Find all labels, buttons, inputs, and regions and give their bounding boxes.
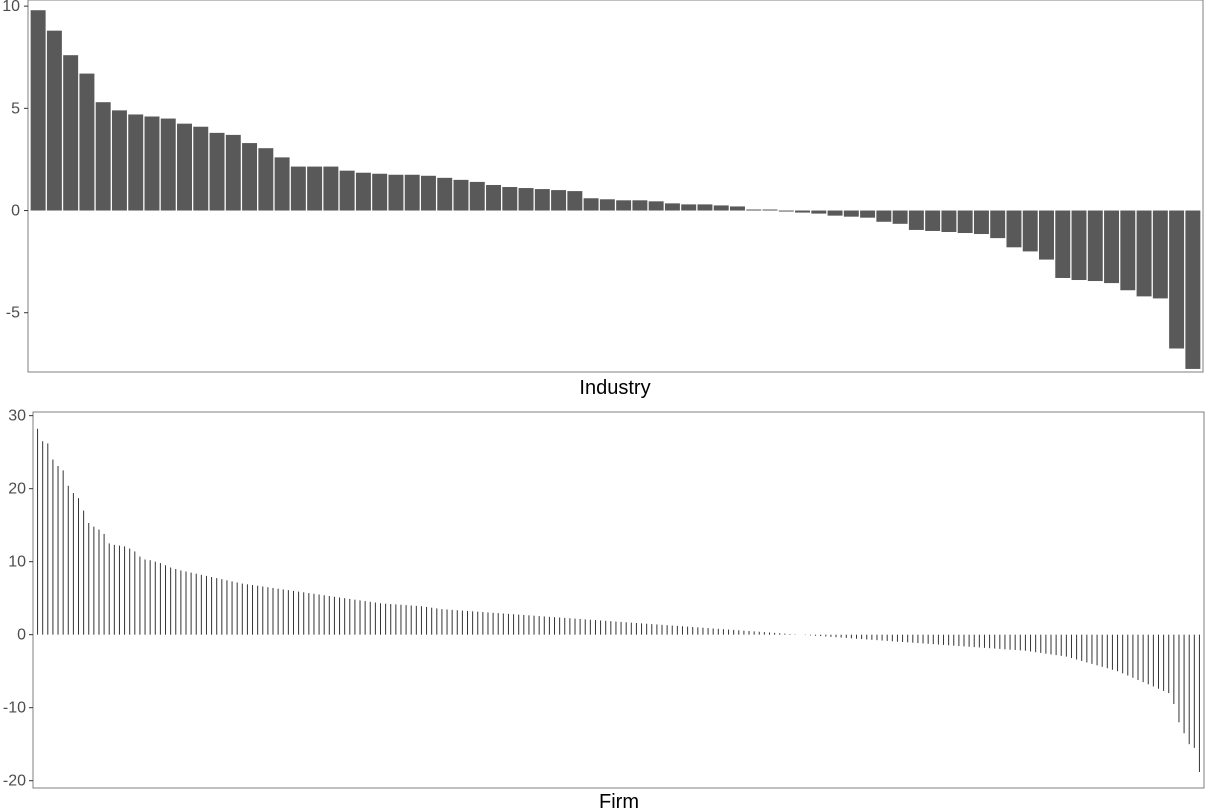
industry-bar [729,206,745,211]
industry-bar [193,126,209,211]
industry-bar [567,191,583,211]
industry-bar [437,177,453,211]
industry-bar [144,116,160,211]
industry-bar [63,55,79,211]
industry-bar [941,210,957,232]
y-tick-label: 10 [8,554,26,571]
industry-bar [616,200,632,211]
y-tick-label: -20 [3,773,26,790]
industry-bar [355,172,371,211]
industry-bar [583,198,599,211]
industry-bar [486,184,502,211]
industry-bar [1022,210,1038,252]
industry-bar [534,189,550,211]
industry-bar [957,210,973,234]
industry-bar [469,181,485,211]
industry-bar [892,210,908,224]
industry-bar [388,174,404,211]
industry-bar [242,143,258,211]
industry-bar [1169,210,1185,349]
industry-bar [1104,210,1120,284]
industry-bar [453,179,469,211]
industry-bar [177,123,192,211]
industry-bar [209,132,225,211]
industry-bar [420,175,436,211]
x-axis-title-industry: Industry [579,377,650,399]
industry-bar [599,199,615,211]
y-tick-label: 10 [2,0,20,15]
industry-bar [973,210,989,235]
y-tick-label: 20 [8,481,26,498]
industry-bar [811,210,827,214]
y-tick-label: -10 [3,700,26,717]
industry-bar [290,166,306,211]
industry-bar [95,102,111,211]
industry-bar [827,210,843,216]
industry-bar [795,210,811,213]
industry-bar [1152,210,1168,299]
industry-bar [404,174,420,211]
industry-bar [843,210,859,217]
industry-bar [46,30,62,211]
industry-bar [1136,210,1152,297]
industry-bar [502,187,518,211]
industry-bar [713,205,729,211]
industry-bar [1087,210,1103,282]
firm-panel: -20 -10 0 10 20 30 [3,408,1205,790]
industry-panel: -5 0 5 10 [2,0,1204,373]
industry-bar [551,190,567,211]
industry-bar [518,188,534,211]
industry-bar [225,134,241,211]
industry-bar [990,210,1006,239]
industry-bar [876,210,892,222]
industry-bar [1055,210,1071,278]
industry-bar [111,110,127,211]
panel-border [32,411,1205,789]
industry-bar [762,209,778,211]
industry-bar [746,209,762,211]
industry-bar [648,201,664,211]
industry-bar [925,210,941,231]
industry-bar [30,10,46,211]
industry-bar [1120,210,1136,291]
industry-bar [908,210,924,230]
industry-bar [128,114,144,211]
y-tick-label: 0 [17,627,26,644]
industry-bar [1006,210,1022,248]
industry-bar [323,166,339,211]
y-tick-label: 30 [8,408,26,425]
industry-bar [664,203,680,211]
industry-bar [339,170,355,211]
industry-bar [860,210,876,218]
industry-bar [307,166,323,211]
industry-bar [160,118,176,211]
industry-bar [372,173,388,211]
y-tick-label: 0 [11,203,20,220]
industry-bar [258,148,274,211]
panel-border [27,0,1204,373]
industry-bar [1071,210,1087,281]
industry-bar [681,204,697,211]
industry-bar [632,200,648,211]
y-tick-label: 5 [11,100,20,117]
industry-bar [778,210,794,212]
industry-bar [1039,210,1054,260]
industry-bar [79,73,95,211]
industry-bar [274,157,290,211]
industry-bar [1185,210,1201,369]
y-tick-label: -5 [6,305,20,322]
industry-bar [697,204,713,211]
x-axis-title-firm: Firm [599,791,639,812]
